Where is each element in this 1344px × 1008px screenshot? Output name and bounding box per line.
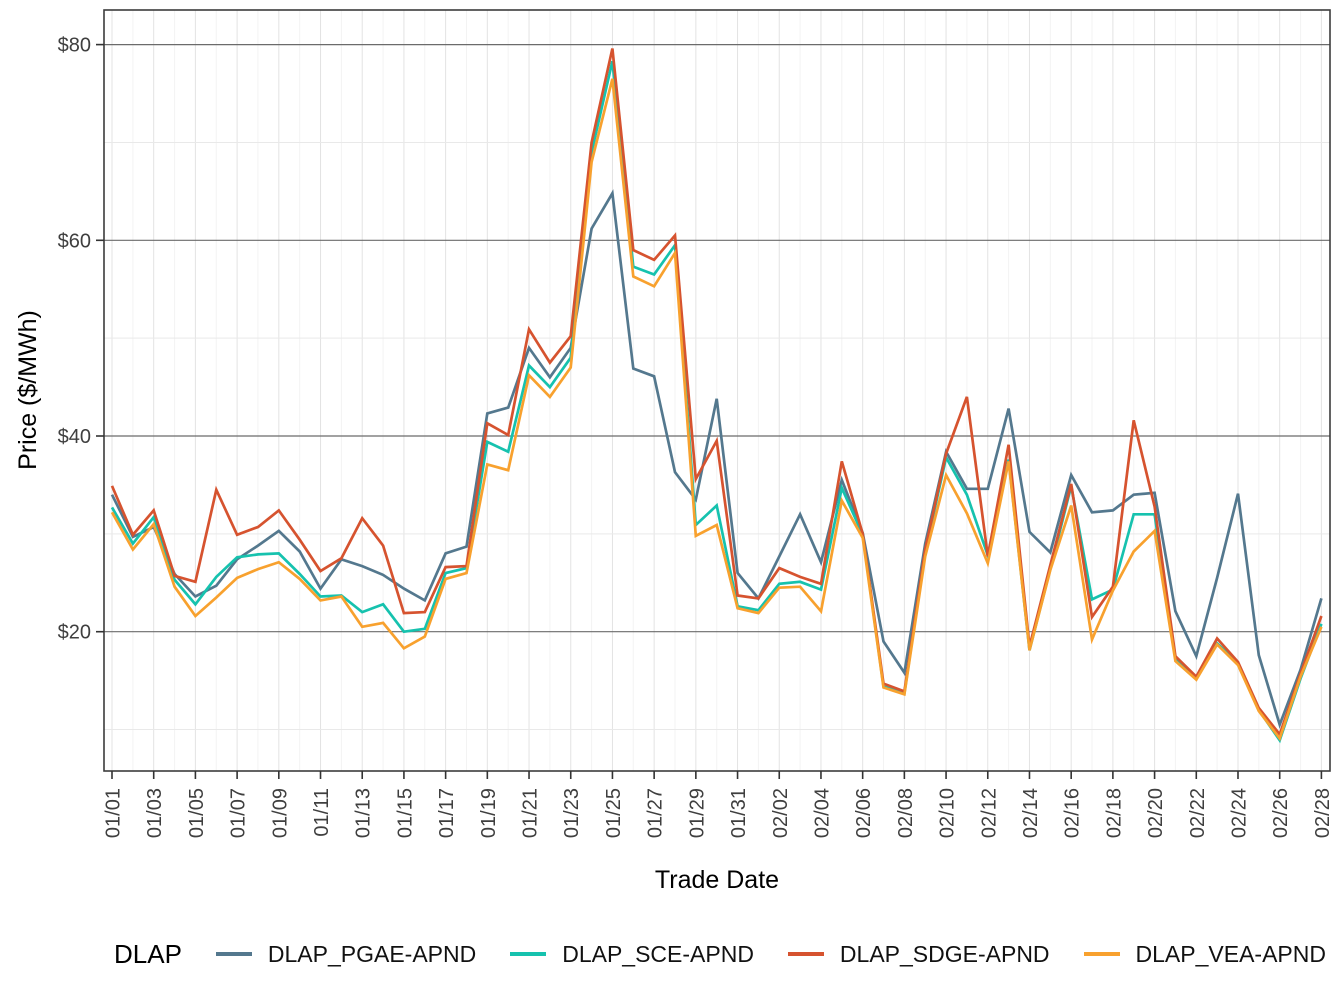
- x-tick-label: 01/25: [603, 788, 625, 838]
- x-tick-label: 01/17: [436, 788, 458, 838]
- y-axis-title: Price ($/MWh): [14, 310, 42, 470]
- x-tick-label: 02/24: [1228, 788, 1250, 838]
- x-tick-label: 02/28: [1312, 788, 1334, 838]
- x-tick-label: 01/27: [645, 788, 667, 838]
- x-tick-label: 01/15: [394, 788, 416, 838]
- legend-key-DLAP_VEA-APND: [1083, 952, 1120, 956]
- x-tick-label: 02/20: [1145, 788, 1167, 838]
- y-gridlines: [104, 43, 1330, 731]
- legend-item-DLAP_SCE-APND: DLAP_SCE-APND: [510, 941, 754, 968]
- x-tick-label: 02/10: [937, 788, 959, 838]
- price-line-DLAP_VEA-APND: [110, 78, 1323, 742]
- x-tick-label: 01/11: [311, 788, 333, 837]
- x-tick-label: 01/09: [269, 788, 291, 838]
- x-tick-label: 02/06: [853, 788, 875, 838]
- legend-label-DLAP_SCE-APND: DLAP_SCE-APND: [562, 940, 754, 967]
- y-tick-label: $20: [58, 622, 91, 644]
- x-tick-label: 01/05: [186, 788, 208, 838]
- legend-item-DLAP_SDGE-APND: DLAP_SDGE-APND: [787, 940, 1050, 968]
- legend-title: DLAP: [114, 938, 182, 969]
- x-tick-label: 01/07: [228, 788, 250, 838]
- x-tick-label: 01/21: [520, 788, 542, 838]
- legend-item-DLAP_VEA-APND: DLAP_VEA-APND: [1083, 940, 1326, 968]
- y-tick-label: $40: [58, 426, 91, 448]
- y-tick-label: $60: [58, 230, 91, 252]
- x-tick-label: 02/08: [895, 788, 917, 838]
- y-tick-labels: $20 $40 $60 $80: [58, 35, 91, 644]
- x-tick-label: 01/23: [561, 788, 583, 838]
- y-tick-label: $80: [58, 35, 91, 57]
- x-tick-label: 02/14: [1020, 788, 1042, 838]
- legend-key-DLAP_PGAE-APND: [215, 952, 252, 956]
- price-line-DLAP_PGAE-APND: [110, 189, 1323, 729]
- legend-label-DLAP_VEA-APND: DLAP_VEA-APND: [1135, 940, 1326, 967]
- x-tick-label: 02/04: [811, 788, 833, 838]
- x-tick-label: 01/13: [353, 788, 375, 838]
- x-tick-label: 02/16: [1062, 788, 1084, 838]
- axis-ticks: [96, 43, 1323, 779]
- x-tick-label: 01/03: [144, 788, 166, 838]
- series-lines: [110, 48, 1323, 744]
- legend: DLAP DLAP_PGAE-APND DLAP_SCE-APND DLAP_SDG…: [0, 926, 1344, 982]
- legend-label-DLAP_PGAE-APND: DLAP_PGAE-APND: [267, 940, 477, 967]
- x-tick-labels: 01/01 01/03 01/05 01/07 01/09 01/11 01/13 01/15…: [103, 788, 1334, 838]
- x-tick-label: 02/02: [770, 788, 792, 838]
- legend-key-DLAP_SCE-APND: [510, 952, 547, 956]
- x-tick-label: 01/19: [478, 788, 500, 838]
- x-tick-label: 02/22: [1187, 788, 1209, 838]
- x-tick-label: 01/29: [686, 788, 708, 838]
- x-tick-label: 02/12: [978, 788, 1000, 838]
- x-gridlines: [111, 10, 1322, 771]
- legend-item-DLAP_PGAE-APND: DLAP_PGAE-APND: [215, 940, 477, 968]
- x-tick-label: 01/31: [728, 788, 750, 838]
- legend-key-DLAP_SDGE-APND: [787, 952, 824, 956]
- x-tick-label: 01/01: [103, 788, 125, 838]
- x-tick-label: 02/18: [1103, 788, 1125, 838]
- x-tick-label: 02/26: [1270, 788, 1292, 838]
- price-line-DLAP_SDGE-APND: [110, 48, 1323, 738]
- legend-label-DLAP_SDGE-APND: DLAP_SDGE-APND: [839, 940, 1050, 967]
- x-axis-title: Trade Date: [655, 866, 779, 894]
- panel-border: [103, 9, 1331, 772]
- price-line-DLAP_SCE-APND: [110, 60, 1323, 744]
